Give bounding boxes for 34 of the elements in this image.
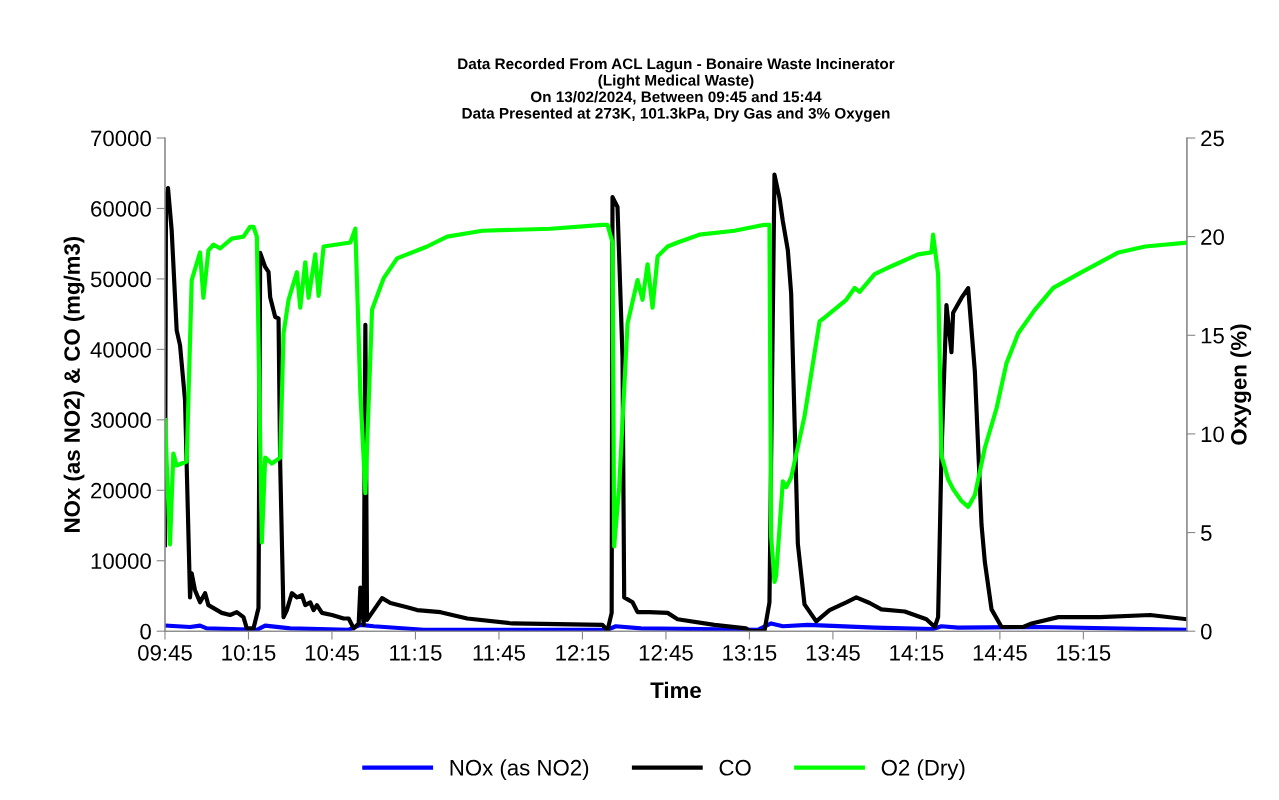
x-tick-label: 11:15 — [390, 645, 442, 661]
y2-tick-label: 0 — [1200, 623, 1212, 640]
x-tick-label: 10:45 — [305, 644, 359, 661]
y2-tick-label: 25 — [1201, 130, 1224, 147]
x-tick-label: 13:15 — [723, 644, 777, 661]
y2-tick-label: 15 — [1201, 328, 1224, 344]
chart-title: Data Recorded From ACL Lagun - Bonaire Waste Incinerator (Light Medical Waste) On 13/02/2024, Between 09:45 and 15:44 Data Presented at 273K, 101.3kPa, Dry Gas and 3% Oxygen — [458, 57, 895, 122]
x-tick-label: 12:45 — [639, 644, 693, 661]
x-tick-label: 14:15 — [890, 645, 944, 661]
y-tick-label: 30000 — [90, 412, 151, 429]
y-tick-label: 50000 — [90, 271, 151, 288]
y2-tick-label: 20 — [1201, 229, 1224, 245]
y-tick-label: 0 — [140, 623, 151, 640]
x-tick-label: 11:45 — [473, 645, 526, 661]
x-tick-label: 14:45 — [973, 645, 1027, 661]
x-axis-title: Time — [650, 681, 701, 699]
legend-label: CO — [719, 759, 751, 776]
x-tick-label: 09:45 — [138, 644, 192, 661]
y-tick-label: 40000 — [90, 341, 151, 358]
y-axis-title: NOx (as NO2) & CO (mg/m3) — [63, 236, 85, 532]
y2-tick-label: 5 — [1201, 525, 1212, 541]
x-tick-label: 12:15 — [556, 644, 610, 661]
y-tick-label: 60000 — [91, 200, 151, 217]
legend-label: O2 (Dry) — [881, 759, 965, 780]
x-tick-label: 13:45 — [806, 644, 860, 661]
line-series — [164, 222, 1187, 584]
y2-axis-title: Oxygen (%) — [1230, 324, 1252, 445]
x-tick-label: 10:15 — [222, 644, 276, 661]
y-tick-label: 10000 — [91, 553, 151, 570]
y-tick-label: 20000 — [91, 482, 151, 499]
legend-label: NOx (as NO2) — [450, 759, 589, 780]
y2-tick-label: 10 — [1201, 426, 1224, 443]
y-tick-label: 70000 — [91, 130, 151, 147]
x-tick-label: 15:15 — [1057, 645, 1111, 661]
